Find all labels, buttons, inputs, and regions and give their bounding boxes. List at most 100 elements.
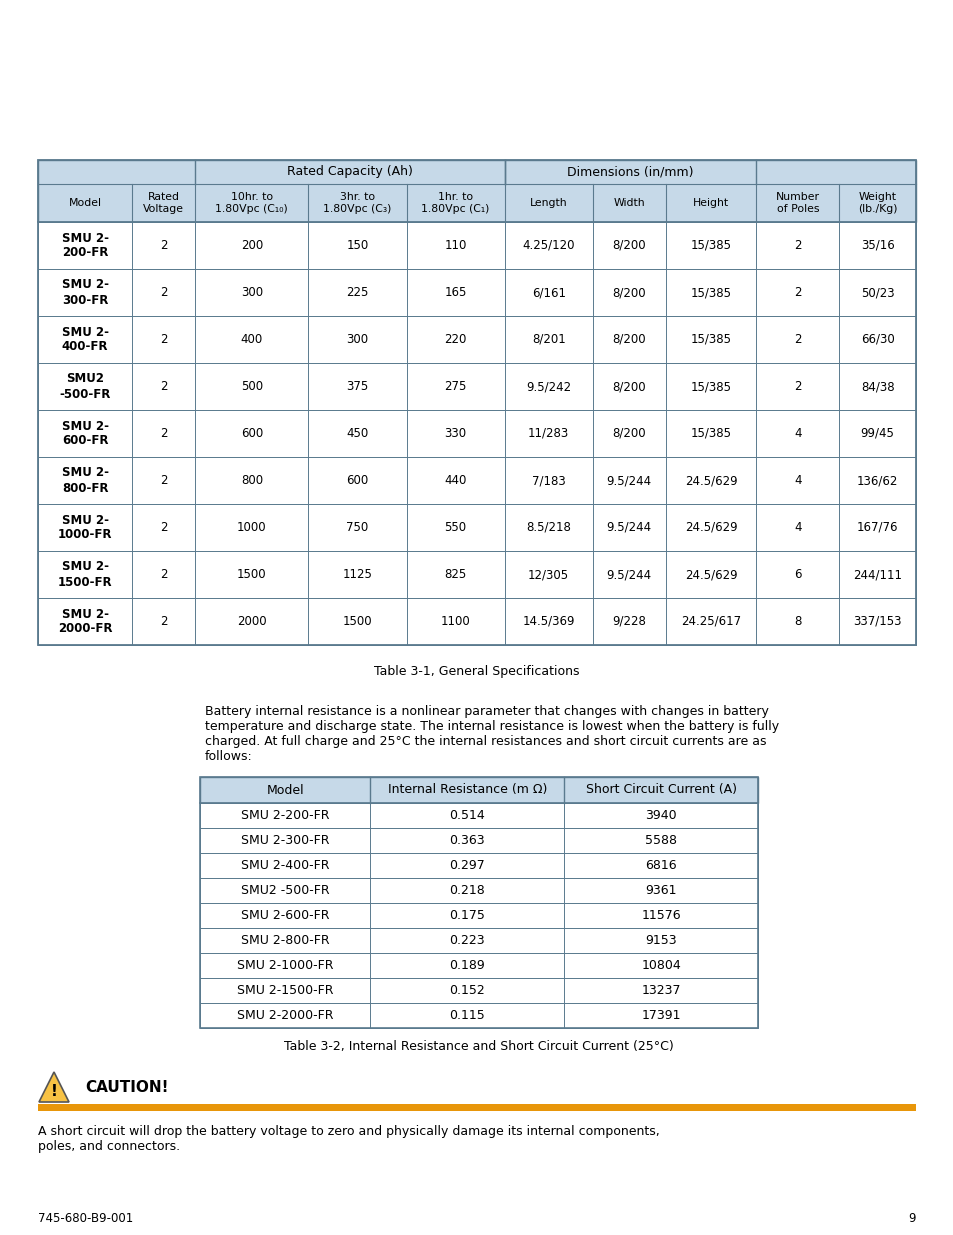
Text: 150: 150 [346,240,368,252]
Text: 15/385: 15/385 [690,287,731,299]
Text: 4.25/120: 4.25/120 [522,240,575,252]
Text: 2: 2 [793,240,801,252]
Text: 15/385: 15/385 [690,427,731,440]
Text: Short Circuit Current (A): Short Circuit Current (A) [585,783,736,797]
Bar [200,978,758,1003]
Text: 24.5/629: 24.5/629 [684,521,737,534]
Text: 9.5/244: 9.5/244 [606,521,651,534]
Text: SMU 2-
400-FR: SMU 2- 400-FR [62,326,109,353]
Text: 165: 165 [444,287,466,299]
Text: 24.5/629: 24.5/629 [684,568,737,580]
Text: 15/385: 15/385 [690,380,731,393]
Bar [200,953,758,978]
Text: 2: 2 [160,474,168,487]
Bar [38,504,915,551]
Text: 7/183: 7/183 [531,474,565,487]
Text: 8: 8 [793,615,801,629]
Text: 1100: 1100 [440,615,470,629]
Text: 2: 2 [160,240,168,252]
Text: SMU 2-400-FR: SMU 2-400-FR [240,860,329,872]
Text: 4: 4 [793,521,801,534]
Text: SMU 2-1500-FR: SMU 2-1500-FR [236,984,333,997]
Text: 825: 825 [444,568,466,580]
Text: A short circuit will drop the battery voltage to zero and physically damage its : A short circuit will drop the battery vo… [38,1125,659,1153]
Text: SMU 2-
600-FR: SMU 2- 600-FR [62,420,109,447]
Text: Width: Width [613,198,644,207]
Text: 6816: 6816 [644,860,677,872]
Text: 136/62: 136/62 [856,474,898,487]
Text: 2: 2 [160,380,168,393]
Text: 0.152: 0.152 [449,984,485,997]
Text: 17391: 17391 [640,1009,680,1023]
Bar [38,457,915,504]
Text: 0.223: 0.223 [449,934,484,947]
Text: 2: 2 [160,287,168,299]
Text: 2: 2 [793,333,801,346]
Bar [200,777,758,803]
Text: 330: 330 [444,427,466,440]
Text: 1hr. to
1.80Vpc (C₁): 1hr. to 1.80Vpc (C₁) [421,193,489,214]
Text: 0.297: 0.297 [449,860,485,872]
Text: 14.5/369: 14.5/369 [522,615,575,629]
Text: SMU2
-500-FR: SMU2 -500-FR [59,373,111,400]
Text: 35/16: 35/16 [860,240,894,252]
Text: Table 3-1, General Specifications: Table 3-1, General Specifications [374,664,579,678]
Text: 300: 300 [346,333,368,346]
Text: 745-680-B9-001: 745-680-B9-001 [38,1212,133,1224]
Text: 8/200: 8/200 [612,240,645,252]
Text: Battery internal resistance is a nonlinear parameter that changes with changes i: Battery internal resistance is a nonline… [205,705,779,763]
Bar [38,161,915,222]
Text: 300: 300 [240,287,263,299]
Text: 10hr. to
1.80Vpc (C₁₀): 10hr. to 1.80Vpc (C₁₀) [215,193,288,214]
Bar [38,161,915,645]
Text: 1500: 1500 [236,568,267,580]
Text: 3hr. to
1.80Vpc (C₃): 3hr. to 1.80Vpc (C₃) [323,193,392,214]
Text: Rated
Voltage: Rated Voltage [143,193,184,214]
Text: 500: 500 [240,380,263,393]
Text: 200: 200 [240,240,263,252]
Text: 84/38: 84/38 [860,380,894,393]
Polygon shape [39,1072,69,1102]
Text: 2: 2 [793,287,801,299]
Text: Table 3-2, Internal Resistance and Short Circuit Current (25°C): Table 3-2, Internal Resistance and Short… [284,1040,673,1053]
Text: Rated Capacity (Ah): Rated Capacity (Ah) [287,165,413,179]
Text: 99/45: 99/45 [860,427,894,440]
Text: 15/385: 15/385 [690,333,731,346]
Text: 9: 9 [907,1212,915,1224]
Text: 110: 110 [444,240,466,252]
Bar [200,878,758,903]
Bar [200,1003,758,1028]
Text: 8/200: 8/200 [612,427,645,440]
Text: Length: Length [529,198,567,207]
Text: !: ! [51,1084,57,1099]
Bar [200,927,758,953]
Text: 9153: 9153 [644,934,677,947]
Text: 15/385: 15/385 [690,240,731,252]
Text: Number
of Poles: Number of Poles [775,193,819,214]
Text: SMU 2-2000-FR: SMU 2-2000-FR [236,1009,333,1023]
Bar [38,598,915,645]
Text: SMU 2-
800-FR: SMU 2- 800-FR [62,467,109,494]
Text: 8/200: 8/200 [612,333,645,346]
Text: SMU 2-200-FR: SMU 2-200-FR [240,809,329,823]
Text: 2: 2 [793,380,801,393]
Text: 275: 275 [444,380,466,393]
Text: SMU 2-
300-FR: SMU 2- 300-FR [62,279,109,306]
Text: 0.363: 0.363 [449,834,484,847]
Text: 0.218: 0.218 [449,884,485,897]
Text: 440: 440 [444,474,466,487]
Text: SMU 2-800-FR: SMU 2-800-FR [240,934,329,947]
Text: 1500: 1500 [342,615,372,629]
Text: 0.189: 0.189 [449,960,485,972]
Text: 50/23: 50/23 [860,287,894,299]
Text: 450: 450 [346,427,368,440]
Text: 8/200: 8/200 [612,287,645,299]
Text: 0.514: 0.514 [449,809,485,823]
Text: Weight
(lb./Kg): Weight (lb./Kg) [857,193,897,214]
Bar [200,777,758,1028]
Bar [38,269,915,316]
Text: 11576: 11576 [640,909,680,923]
Text: 550: 550 [444,521,466,534]
Text: SMU 2-
2000-FR: SMU 2- 2000-FR [58,608,112,636]
Text: 750: 750 [346,521,368,534]
